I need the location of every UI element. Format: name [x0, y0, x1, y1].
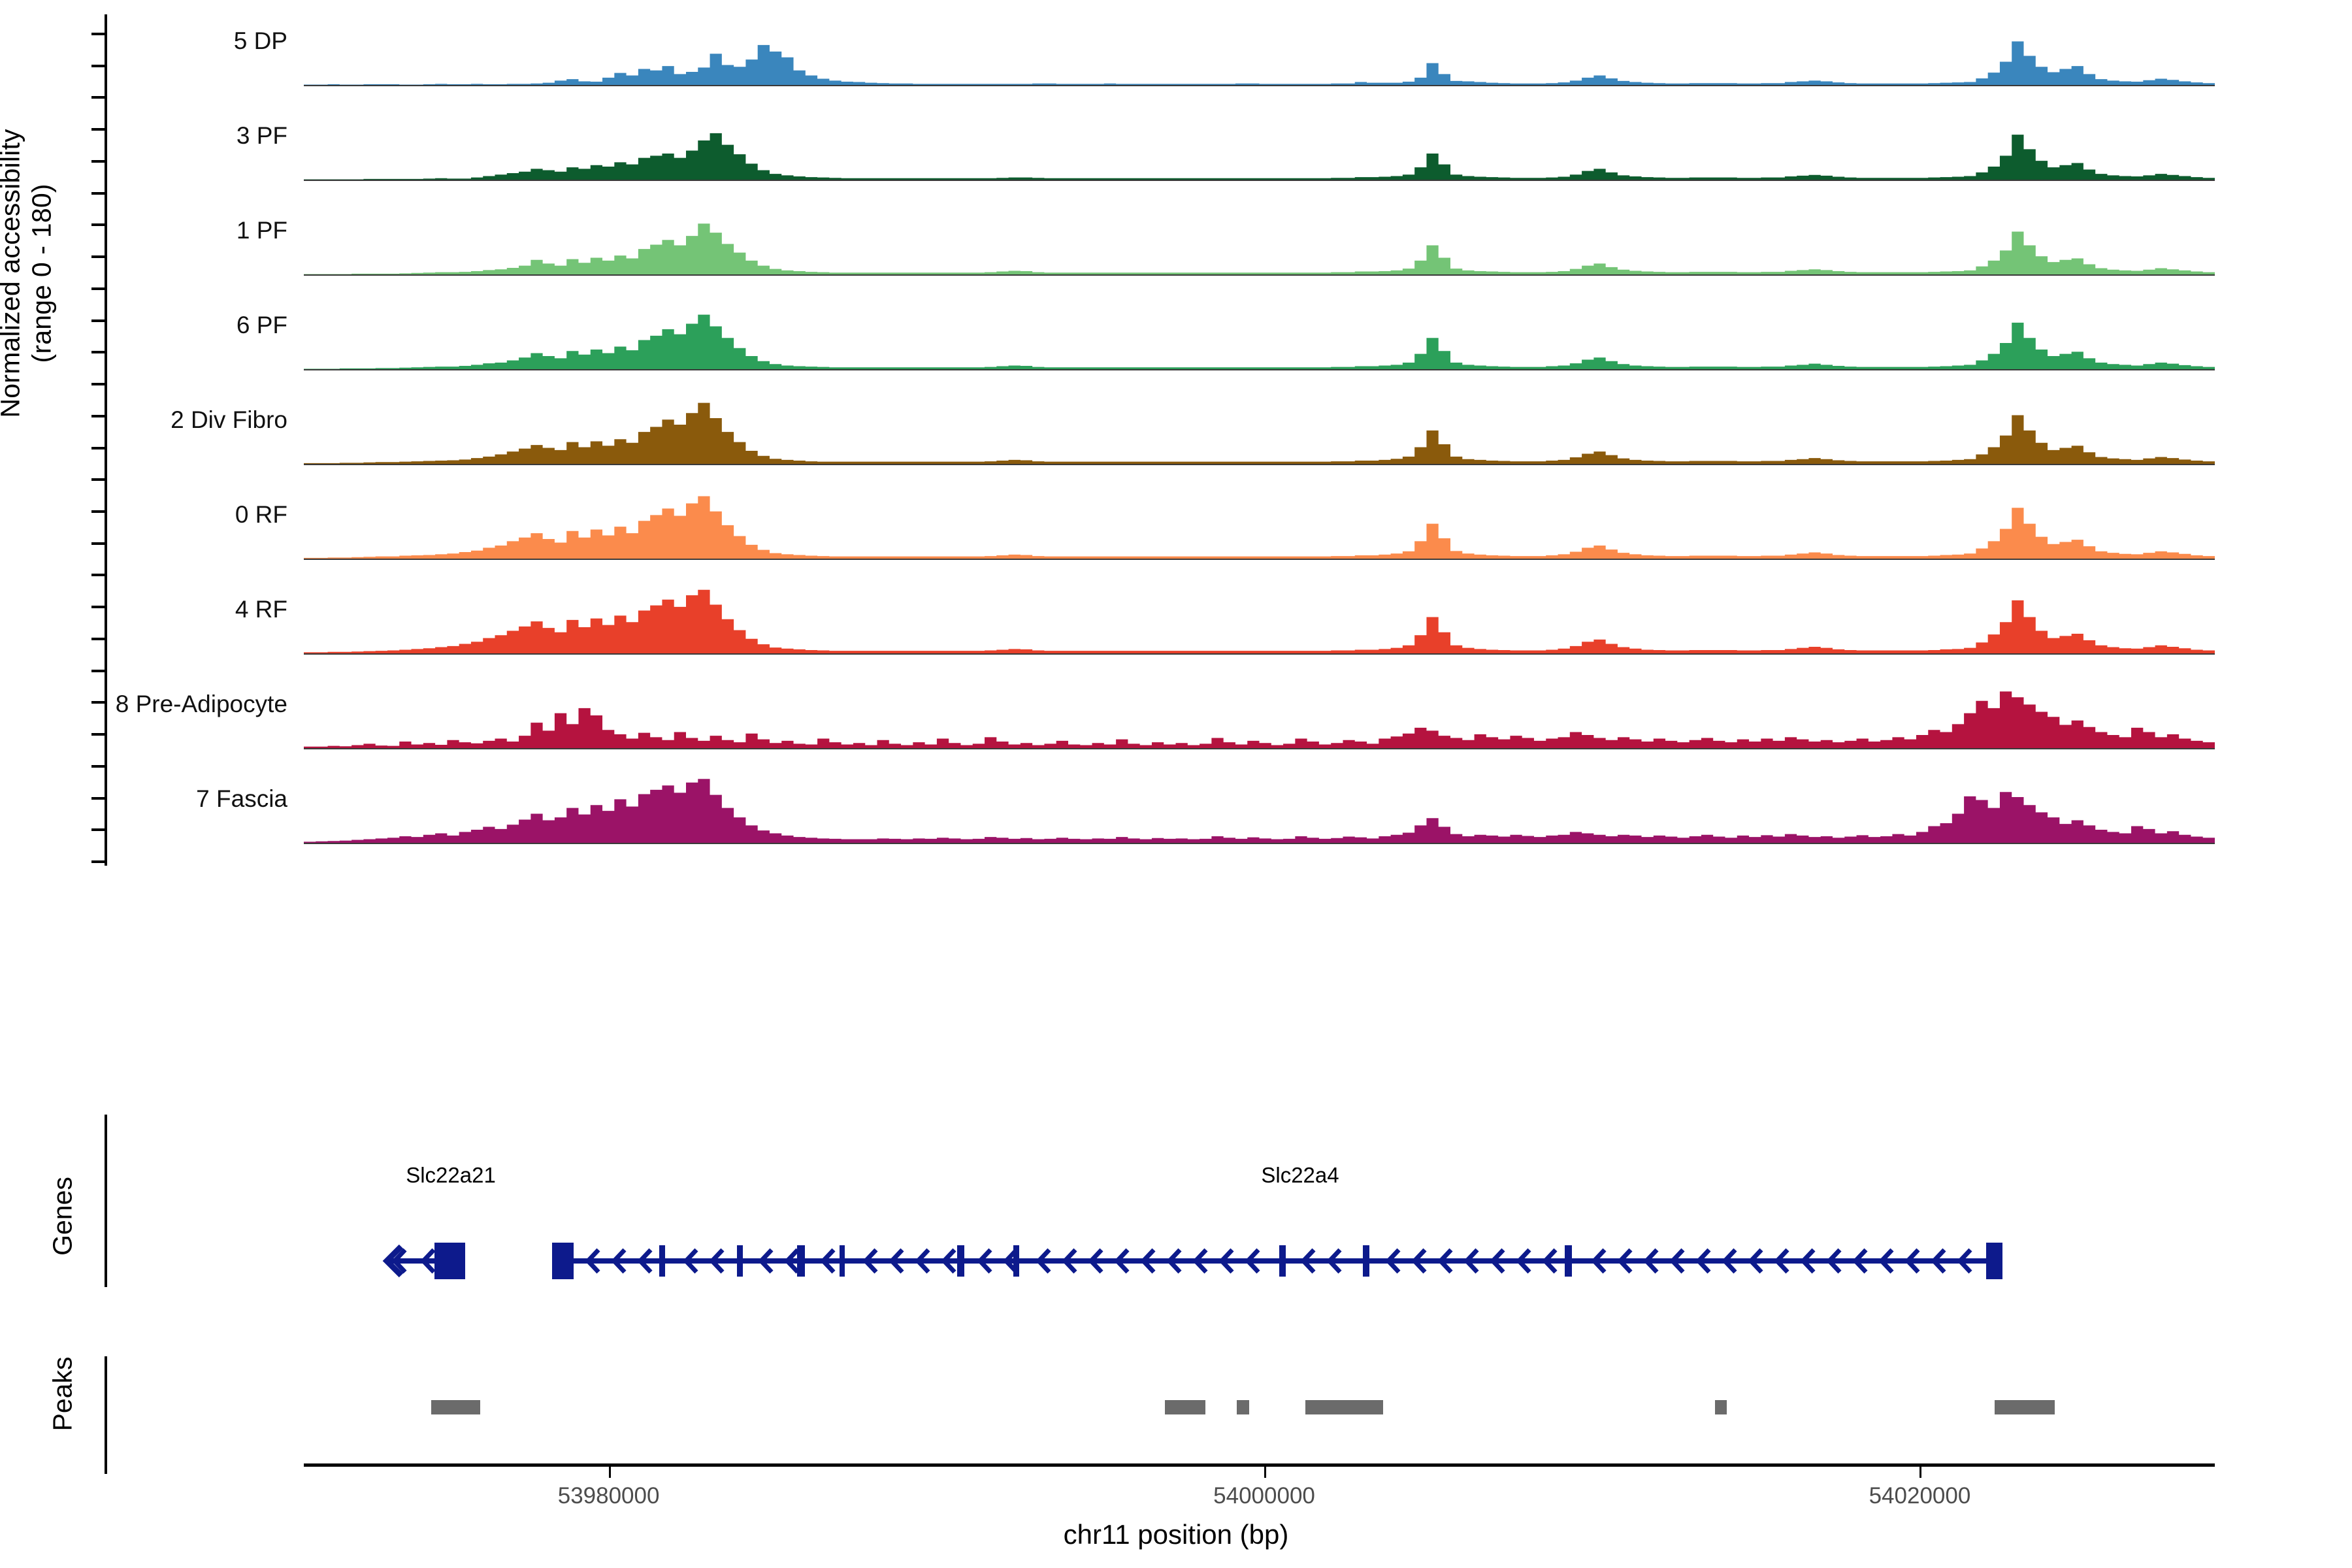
accessibility-axis-tick	[91, 796, 105, 800]
accessibility-axis-tick	[91, 764, 105, 768]
gene-name-slc22a21: Slc22a21	[406, 1163, 496, 1187]
accessibility-axis-tick	[91, 510, 105, 513]
y-axis-label-accessibility: Normalized accessibility (range 0 - 180)	[0, 129, 57, 418]
track-signal-1-pf	[304, 223, 2215, 274]
track-signal-6-pf	[304, 314, 2215, 369]
accessibility-axis-tick	[91, 383, 105, 386]
x-axis-title: chr11 position (bp)	[1063, 1519, 1289, 1550]
track-baseline	[304, 180, 2215, 181]
track-label-6-pf: 6 PF	[236, 312, 287, 338]
accessibility-axis-tick	[91, 255, 105, 259]
accessibility-axis-tick	[91, 733, 105, 736]
track-label-1-pf: 1 PF	[236, 217, 287, 244]
track-signal-2-div-fibro	[304, 402, 2215, 464]
accessibility-axis-tick	[91, 637, 105, 640]
track-baseline	[304, 843, 2215, 844]
peak-region	[1305, 1400, 1383, 1414]
track-baseline	[304, 748, 2215, 749]
accessibility-axis-tick	[91, 860, 105, 863]
track-label-7-fascia: 7 Fascia	[196, 785, 287, 812]
accessibility-axis-tick	[91, 96, 105, 99]
track-baseline	[304, 559, 2215, 560]
track-signal-0-rf	[304, 496, 2215, 559]
accessibility-axis-tick	[91, 669, 105, 672]
accessibility-axis-tick	[91, 574, 105, 577]
x-axis-tick	[1919, 1467, 1922, 1478]
track-signal-7-fascia	[304, 779, 2215, 843]
track-baseline	[304, 653, 2215, 655]
gene-models	[382, 1243, 2002, 1279]
x-axis-line	[304, 1463, 2215, 1467]
peak-region	[1715, 1400, 1727, 1414]
x-axis-tick	[1264, 1467, 1267, 1478]
accessibility-axis-tick	[91, 191, 105, 195]
track-label-3-pf: 3 PF	[236, 122, 287, 149]
accessibility-axis-tick	[91, 414, 105, 417]
x-axis-tick-label: 54020000	[1869, 1483, 1971, 1509]
track-label-5-dp: 5 DP	[233, 27, 287, 54]
track-label-8-pre-adipocyte: 8 Pre-Adipocyte	[115, 691, 287, 717]
gene-name-slc22a4: Slc22a4	[1261, 1163, 1339, 1187]
x-axis-tick	[608, 1467, 611, 1478]
accessibility-axis-tick	[91, 33, 105, 35]
accessibility-axis-tick	[91, 701, 105, 704]
accessibility-axis-tick	[91, 64, 105, 67]
accessibility-axis-tick	[91, 478, 105, 482]
track-label-4-rf: 4 RF	[235, 596, 287, 623]
accessibility-axis-tick	[91, 828, 105, 832]
track-signal-5-dp	[304, 41, 2215, 85]
accessibility-axis-tick	[91, 223, 105, 227]
accessibility-axis-spine	[105, 14, 107, 866]
track-signal-8-pre-adipocyte	[304, 691, 2215, 748]
peak-region	[1237, 1400, 1249, 1414]
peak-region	[431, 1400, 480, 1414]
track-signal-3-pf	[304, 133, 2215, 180]
x-axis-tick-label: 54000000	[1213, 1483, 1315, 1509]
accessibility-axis-tick	[91, 128, 105, 131]
peaks-axis-spine	[105, 1356, 107, 1474]
x-axis-tick-label: 53980000	[557, 1483, 660, 1509]
accessibility-axis-tick	[91, 159, 105, 163]
y-axis-label-peaks: Peaks	[47, 1356, 78, 1431]
peak-region	[1995, 1400, 2055, 1414]
accessibility-axis-tick	[91, 542, 105, 545]
track-baseline	[304, 464, 2215, 465]
accessibility-axis-tick	[91, 606, 105, 609]
genes-axis-spine	[105, 1115, 107, 1287]
track-baseline	[304, 369, 2215, 370]
track-baseline	[304, 85, 2215, 86]
accessibility-axis-tick	[91, 287, 105, 290]
accessibility-axis-tick	[91, 319, 105, 322]
accessibility-axis-tick	[91, 351, 105, 354]
track-signal-4-rf	[304, 589, 2215, 653]
track-label-2-div-fibro: 2 Div Fibro	[171, 406, 287, 433]
peak-region	[1165, 1400, 1205, 1414]
track-baseline	[304, 274, 2215, 276]
track-label-0-rf: 0 RF	[235, 501, 287, 528]
accessibility-axis-tick	[91, 446, 105, 449]
